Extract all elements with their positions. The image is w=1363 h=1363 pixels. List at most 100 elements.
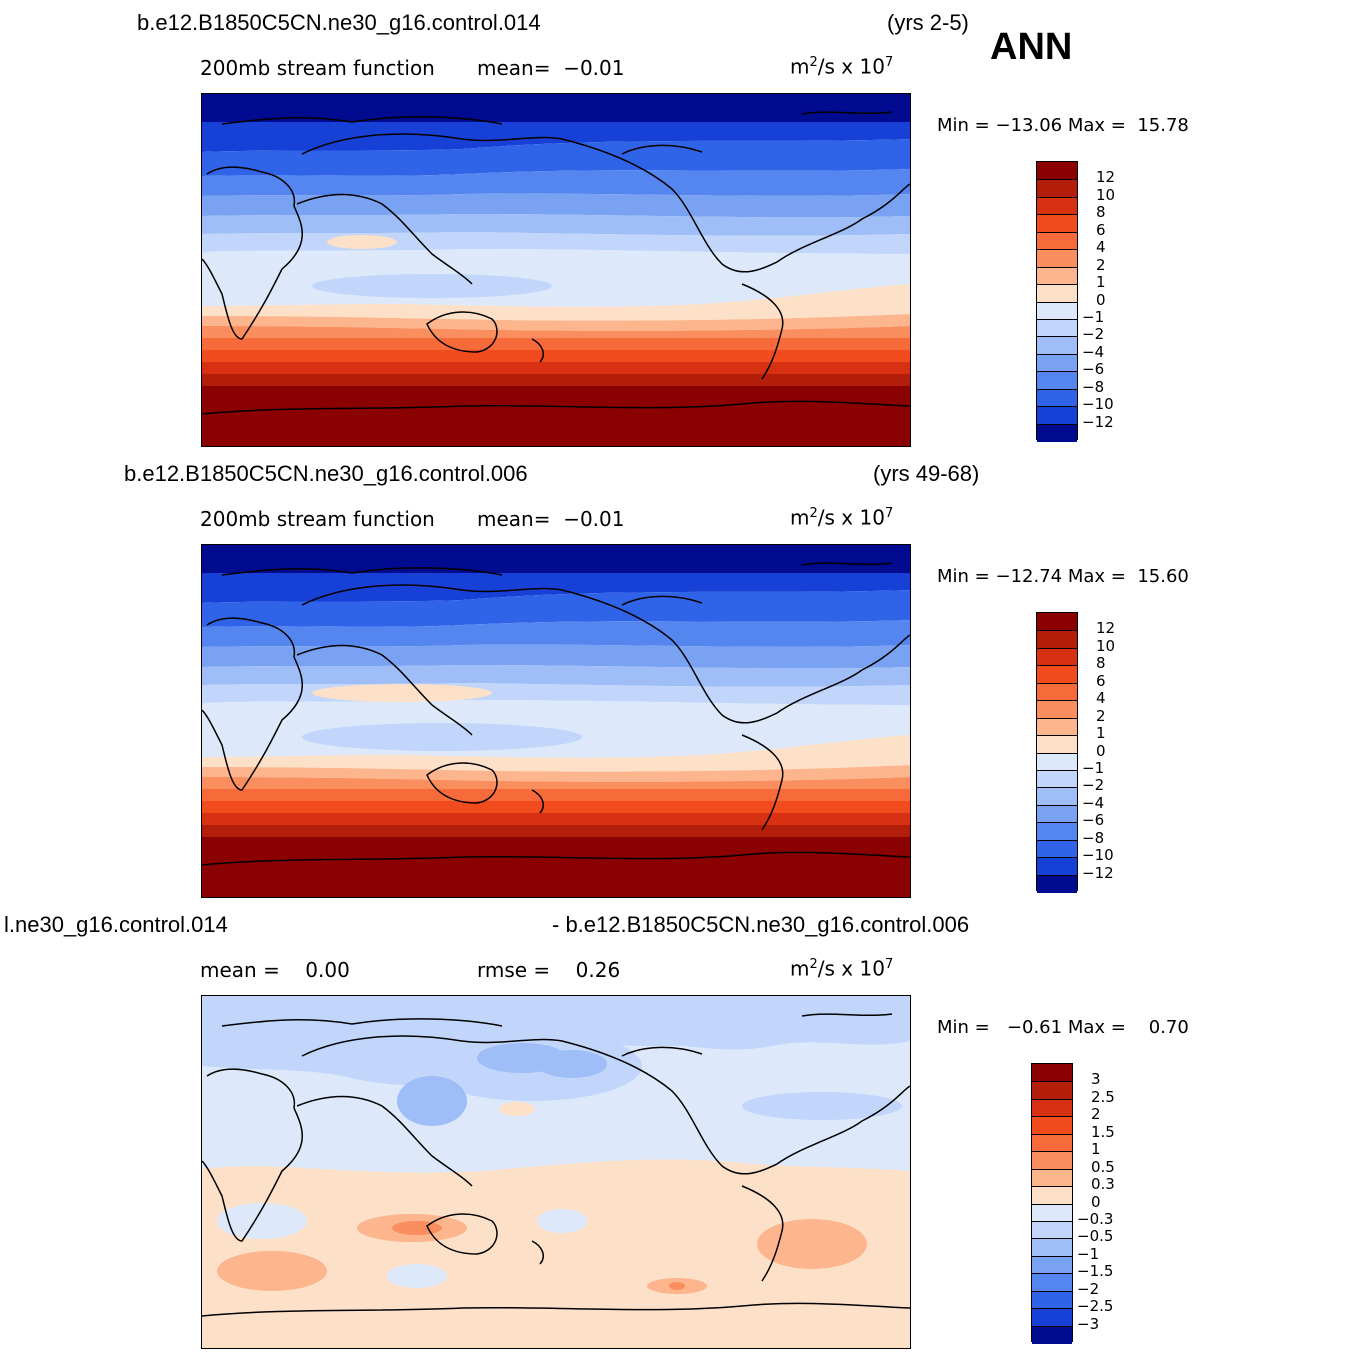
colorbar-label: −12 [1082,863,1114,882]
colorbar-box [1037,423,1077,442]
colorbar-box [1037,353,1077,373]
panel2-field-title: 200mb stream function [200,507,435,531]
colorbar-label: −1 [1077,1244,1100,1263]
colorbar-label: 6 [1096,671,1106,690]
panel1-years: (yrs 2-5) [887,10,969,35]
colorbar-label: 4 [1096,689,1106,708]
colorbar-label: 2 [1096,706,1106,725]
colorbar-box [1032,1220,1072,1240]
panel1-map [201,93,911,447]
colorbar-box [1037,857,1077,876]
panel2-units: m2/s x 107 [790,505,894,530]
panel2-colorbar [1036,612,1078,893]
panel2-min-value: −12.74 [995,566,1063,587]
colorbar-box [1037,839,1077,859]
colorbar-label: −0.5 [1077,1227,1114,1246]
colorbar-box [1037,874,1077,893]
colorbar-box [1037,700,1077,719]
colorbar-box [1032,1325,1072,1344]
colorbar-label: −10 [1082,846,1114,865]
season-label: ANN [990,26,1073,68]
colorbar-box [1032,1081,1072,1100]
panel3-rmse: rmse = 0.26 [477,960,620,980]
panel3-mean-value: 0.00 [305,958,350,982]
colorbar-label: 1 [1096,724,1106,743]
colorbar-label: 3 [1091,1070,1101,1089]
colorbar-box [1037,822,1077,841]
panel2-mean-value: −0.01 [563,507,625,531]
colorbar-label: 4 [1096,238,1106,257]
colorbar-box [1032,1290,1072,1310]
panel1-min-value: −13.06 [995,115,1063,136]
colorbar-label: −2.5 [1077,1297,1114,1316]
colorbar-label: 1.5 [1091,1122,1115,1141]
colorbar-label: 1 [1091,1140,1101,1159]
colorbar-box [1037,196,1077,216]
colorbar-label: −1 [1082,307,1105,326]
colorbar-label: −12 [1082,412,1114,431]
panel1-mean: mean= −0.01 [477,58,625,78]
colorbar-label: −4 [1082,342,1105,361]
panel3-rmse-label: rmse = [477,958,551,982]
colorbar-label: 0 [1091,1192,1101,1211]
panel1-units: m2/s x 107 [790,54,894,79]
colorbar-label: 2 [1091,1105,1101,1124]
colorbar-box [1037,336,1077,355]
colorbar-box [1032,1273,1072,1292]
panel1-case-name: b.e12.B1850C5CN.ne30_g16.control.014 [137,10,541,35]
colorbar-box [1032,1168,1072,1188]
colorbar-label: −1.5 [1077,1262,1114,1281]
colorbar-label: −2 [1077,1279,1100,1298]
colorbar-box [1037,371,1077,390]
colorbar-label: 10 [1096,185,1116,204]
colorbar-box [1037,769,1077,789]
panel3-case-left: l.ne30_g16.control.014 [4,912,228,937]
colorbar-box [1037,613,1077,632]
colorbar-label: 12 [1096,619,1116,638]
panel1-max-value: 15.78 [1137,115,1189,136]
colorbar-label: −10 [1082,395,1114,414]
panel2-mean: mean= −0.01 [477,509,625,529]
colorbar-label: 12 [1096,168,1116,187]
colorbar-box [1037,665,1077,684]
colorbar-box [1032,1098,1072,1118]
panel3-max-value: 0.70 [1148,1017,1189,1038]
colorbar-box [1037,284,1077,303]
colorbar-box [1037,647,1077,667]
panel1-colorbar [1036,161,1078,442]
colorbar-box [1037,318,1077,338]
colorbar-box [1037,214,1077,233]
colorbar-box [1037,804,1077,824]
panel2-years: (yrs 49-68) [873,461,980,486]
panel3-rmse-value: 0.26 [575,958,621,982]
colorbar-label: 1 [1096,273,1106,292]
panel1-field-title: 200mb stream function [200,56,435,80]
panel2-map [201,544,911,898]
colorbar-box [1037,231,1077,251]
colorbar-label: 10 [1096,636,1116,655]
colorbar-box [1032,1116,1072,1135]
colorbar-label: −3 [1077,1314,1100,1333]
panel2-max-value: 15.60 [1137,566,1189,587]
colorbar-box [1037,717,1077,737]
panel2-case-name: b.e12.B1850C5CN.ne30_g16.control.006 [124,461,528,486]
colorbar-label: −0.3 [1077,1209,1114,1228]
colorbar-box [1032,1238,1072,1257]
colorbar-box [1032,1255,1072,1275]
colorbar-label: −6 [1082,360,1105,379]
panel3-map [201,995,911,1349]
colorbar-label: 6 [1096,220,1106,239]
colorbar-label: 0 [1096,741,1106,760]
colorbar-label: −6 [1082,811,1105,830]
colorbar-box [1032,1308,1072,1327]
colorbar-box [1037,682,1077,702]
colorbar-label: 0 [1096,290,1106,309]
colorbar-box [1037,249,1077,268]
colorbar-box [1032,1133,1072,1153]
colorbar-box [1032,1186,1072,1205]
panel3-mean-label: mean = [200,958,280,982]
colorbar-box [1037,406,1077,425]
colorbar-box [1037,735,1077,754]
colorbar-box [1037,787,1077,806]
panel1-minmax: Min = −13.06 Max = 15.78 [937,115,1189,136]
